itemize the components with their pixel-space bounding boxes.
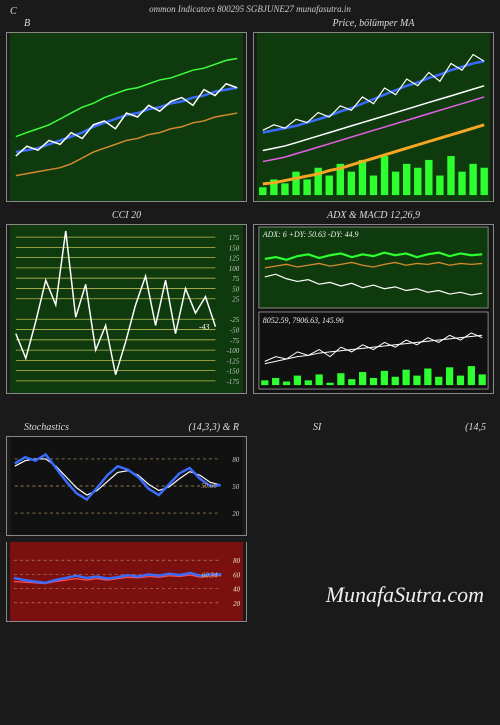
svg-text:-25: -25 [230, 317, 240, 324]
bollinger-title: B [24, 18, 30, 29]
svg-text:50: 50 [232, 484, 239, 491]
svg-text:-125: -125 [226, 358, 239, 365]
svg-text:-43: -43 [199, 323, 210, 332]
svg-text:60.34: 60.34 [202, 572, 218, 579]
page-title: ommon Indicators 800295 SGBJUNE27 munafa… [0, 0, 500, 16]
svg-text:75: 75 [232, 276, 239, 283]
svg-text:-50: -50 [230, 328, 240, 335]
svg-text:125: 125 [229, 256, 240, 263]
panel-si: SI (14,5 [253, 420, 494, 536]
panel-cci: CCI 20 175 150 125 100 75 50 25 -25 -50 -75 -100 -1… [6, 208, 247, 394]
stoch-title-r: (14,3,3) & R [188, 422, 239, 433]
chart-grid-2: Stochastics (14,3,3) & R 80 50 20 50.66 SI … [0, 420, 500, 622]
stoch-title: Stochastics [24, 422, 69, 433]
svg-text:8052.59, 7906.63, 145.96: 8052.59, 7906.63, 145.96 [263, 316, 344, 325]
svg-text:50: 50 [232, 286, 239, 293]
stoch-chart: 80 50 20 50.66 [6, 436, 247, 536]
svg-text:-100: -100 [226, 348, 239, 355]
panel-rsi: 80 60 40 20 60.34 [6, 542, 247, 622]
svg-text:40: 40 [233, 587, 240, 594]
svg-text:-150: -150 [226, 369, 239, 376]
panel-adx-macd: ADX & MACD 12,26,9 ADX: 6 +DY: 50.63 -DY… [253, 208, 494, 394]
svg-text:80: 80 [232, 457, 239, 464]
svg-text:20: 20 [233, 601, 240, 608]
svg-text:80: 80 [233, 558, 240, 565]
svg-text:25: 25 [232, 297, 239, 304]
svg-text:50.66: 50.66 [201, 483, 217, 490]
svg-text:100: 100 [229, 266, 240, 273]
panel-ma: Price, bölümper MA [253, 16, 494, 202]
cci-title: CCI 20 [112, 210, 141, 221]
svg-text:ADX: 6 +DY: 50.63 -DY: 44.9: ADX: 6 +DY: 50.63 -DY: 44.9 [262, 230, 359, 239]
si-title-r: (14,5 [465, 422, 486, 433]
chart-grid: B Price, bölümper MA CCI 20 175 150 125 100… [0, 16, 500, 394]
svg-text:150: 150 [229, 245, 240, 252]
adx-macd-title: ADX & MACD 12,26,9 [327, 210, 420, 221]
bollinger-chart [6, 32, 247, 202]
svg-text:60: 60 [233, 572, 240, 579]
adx-macd-chart: ADX: 6 +DY: 50.63 -DY: 44.9 8052.59, 7906… [253, 224, 494, 394]
si-title: SI [313, 422, 321, 433]
svg-text:20: 20 [232, 511, 239, 518]
svg-text:175: 175 [229, 235, 240, 242]
panel-bollinger: B [6, 16, 247, 202]
panel-stoch: Stochastics (14,3,3) & R 80 50 20 50.66 [6, 420, 247, 536]
rsi-chart: 80 60 40 20 60.34 [6, 542, 247, 622]
svg-text:-75: -75 [230, 338, 240, 345]
ma-title: Price, bölümper MA [333, 18, 415, 29]
ma-chart [253, 32, 494, 202]
svg-text:-175: -175 [226, 379, 239, 386]
cci-chart: 175 150 125 100 75 50 25 -25 -50 -75 -100 -125 -150 -… [6, 224, 247, 394]
